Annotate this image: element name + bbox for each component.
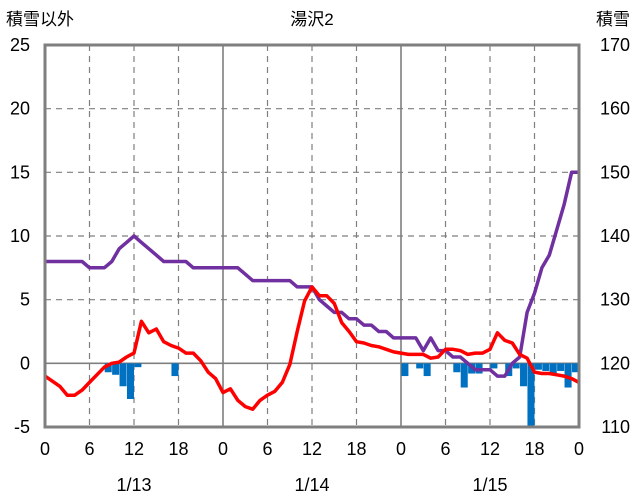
right-tick-label: 140 bbox=[600, 226, 630, 246]
right-tick-label: 110 bbox=[601, 417, 630, 437]
x-tick-label: 6 bbox=[84, 439, 94, 459]
precipitation-bar bbox=[527, 363, 535, 426]
precipitation-bar bbox=[571, 363, 579, 373]
temperature-line bbox=[44, 285, 580, 411]
chart-title: 湯沢2 bbox=[290, 10, 333, 29]
plot-frame bbox=[43, 43, 581, 429]
x-tick-label: 12 bbox=[124, 439, 144, 459]
precipitation-bar bbox=[104, 363, 112, 373]
x-tick-label: 18 bbox=[346, 439, 366, 459]
left-tick-label: 5 bbox=[20, 290, 30, 310]
x-tick-label: 6 bbox=[440, 439, 450, 459]
date-label: 1/14 bbox=[294, 475, 329, 495]
left-tick-label: -5 bbox=[14, 417, 30, 437]
date-label: 1/15 bbox=[472, 475, 507, 495]
right-tick-label: 120 bbox=[600, 353, 630, 373]
precipitation-bar bbox=[564, 363, 572, 388]
precipitation-bar bbox=[512, 363, 520, 369]
precipitation-bar bbox=[557, 363, 565, 371]
x-tick-label: 18 bbox=[524, 439, 544, 459]
x-tick-label: 12 bbox=[302, 439, 322, 459]
precipitation-bar bbox=[126, 363, 134, 399]
left-tick-label: 10 bbox=[10, 226, 30, 246]
right-tick-label: 130 bbox=[600, 290, 630, 310]
precipitation-bar bbox=[542, 363, 550, 371]
left-tick-label: 25 bbox=[10, 35, 30, 55]
right-tick-label: 150 bbox=[600, 162, 630, 182]
x-tick-label: 6 bbox=[262, 439, 272, 459]
x-tick-label: 0 bbox=[218, 439, 228, 459]
precipitation-bar bbox=[112, 363, 120, 375]
precipitation-bar bbox=[460, 363, 468, 388]
right-tick-label: 170 bbox=[600, 35, 630, 55]
precipitation-bar bbox=[549, 363, 557, 375]
x-tick-label: 0 bbox=[574, 439, 584, 459]
date-label: 1/13 bbox=[116, 475, 151, 495]
precipitation-bar bbox=[490, 363, 498, 369]
precipitation-bar bbox=[119, 363, 127, 387]
x-tick-label: 0 bbox=[396, 439, 406, 459]
x-tick-label: 12 bbox=[480, 439, 500, 459]
left-tick-label: 20 bbox=[10, 99, 30, 119]
precipitation-bar bbox=[401, 363, 409, 377]
right-axis-title: 積雪 bbox=[596, 10, 630, 29]
x-tick-label: 0 bbox=[40, 439, 50, 459]
precipitation-bar bbox=[453, 363, 461, 373]
precipitation-bar bbox=[134, 363, 142, 368]
precipitation-bar bbox=[171, 363, 179, 377]
precipitation-bar bbox=[416, 363, 424, 369]
left-tick-label: 15 bbox=[10, 162, 30, 182]
x-tick-label: 18 bbox=[168, 439, 188, 459]
precipitation-bar bbox=[534, 363, 542, 370]
right-tick-label: 160 bbox=[600, 99, 630, 119]
left-tick-label: 0 bbox=[20, 353, 30, 373]
precipitation-bar bbox=[423, 363, 431, 377]
precipitation-bar bbox=[520, 363, 528, 387]
left-axis-title: 積雪以外 bbox=[6, 10, 74, 29]
